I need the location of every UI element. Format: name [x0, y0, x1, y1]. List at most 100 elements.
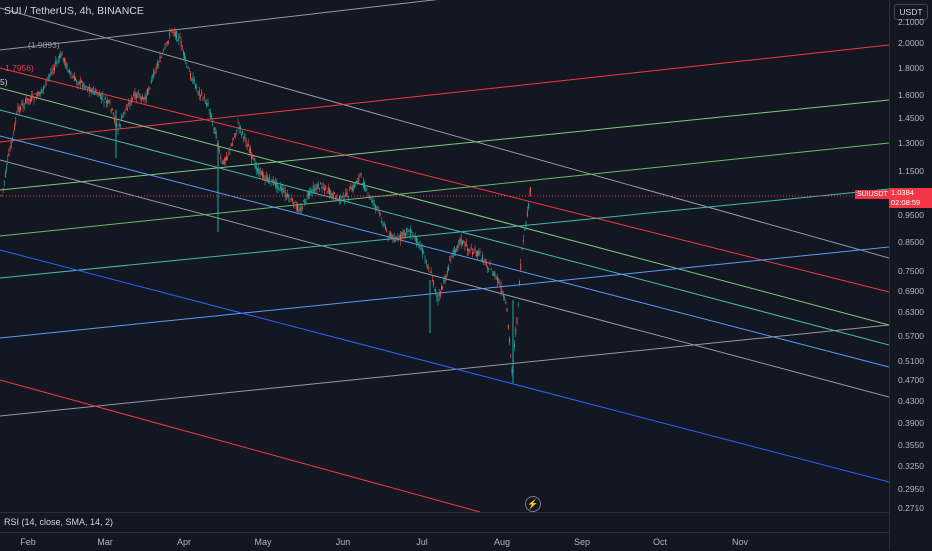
candle-body: [176, 30, 178, 39]
candle-body: [298, 210, 300, 212]
candle-body: [464, 242, 466, 247]
candle-body: [381, 220, 383, 223]
candle-body: [463, 241, 465, 244]
candle-body: [391, 235, 393, 238]
candle-body: [22, 103, 24, 108]
candle-body: [373, 203, 375, 205]
candle-body: [331, 193, 333, 199]
candle-body: [414, 236, 416, 241]
candle-body: [65, 62, 67, 67]
candle-body: [468, 248, 470, 252]
candle-body: [143, 97, 145, 100]
candle-body: [134, 91, 136, 99]
candle-body: [45, 79, 47, 86]
candle-body: [367, 193, 369, 195]
candle-body: [95, 90, 97, 93]
time-axis[interactable]: Feb Mar Apr May Jun Jul Aug Sep Oct Nov: [0, 532, 889, 551]
candle-body: [50, 72, 52, 74]
candle-body: [516, 317, 518, 324]
candle-body: [493, 272, 495, 277]
trendline: [0, 379, 481, 512]
candle-body: [12, 131, 14, 133]
candle-body: [334, 192, 335, 194]
candle-body: [443, 279, 445, 281]
candle-body: [396, 238, 398, 240]
candle-body: [385, 225, 386, 230]
candle-body: [510, 354, 512, 356]
candle-body: [186, 65, 188, 67]
candle-body: [160, 57, 162, 59]
month-label: Oct: [652, 537, 668, 547]
candle-body: [315, 187, 317, 190]
candle-body: [300, 206, 302, 212]
candle-body: [436, 293, 438, 298]
candle-body: [236, 129, 238, 132]
candle-body: [158, 64, 160, 66]
candle-body: [144, 96, 146, 101]
lightning-icon[interactable]: ⚡: [525, 496, 541, 512]
currency-unit-button[interactable]: USDT: [894, 4, 928, 20]
candle-body: [332, 192, 334, 199]
candle-body: [82, 84, 84, 88]
rsi-pane[interactable]: RSI (14, close, SMA, 14, 2): [0, 512, 889, 533]
candle-body: [430, 271, 432, 273]
candle-body: [415, 237, 417, 244]
candle-body: [111, 108, 113, 110]
candle-body: [4, 172, 6, 177]
candle-body: [366, 188, 368, 190]
candle-body: [78, 81, 80, 85]
candle-body: [28, 99, 30, 101]
candle-body: [456, 249, 458, 251]
candle-body: [125, 107, 127, 110]
candle-body: [472, 252, 473, 256]
price-tick: 1.4500: [898, 113, 924, 123]
candle-body: [370, 196, 371, 198]
candle-body: [377, 206, 379, 209]
price-axis[interactable]: USDT 2.1000 2.0000 1.8000 1.6000 1.4500 …: [889, 0, 932, 550]
candle-body: [428, 267, 430, 269]
candle-body: [83, 82, 85, 86]
candle-body: [403, 230, 405, 236]
candle-body: [268, 179, 270, 184]
candle-body: [364, 182, 366, 190]
candle-body: [211, 115, 212, 119]
candle-body: [507, 325, 509, 329]
candle-body: [330, 190, 332, 195]
candle-body: [465, 243, 467, 247]
candle-body: [6, 166, 8, 171]
candle-body: [124, 109, 126, 111]
candle-body: [51, 69, 53, 74]
candle-body: [285, 194, 287, 196]
candle-body: [361, 183, 363, 185]
candle-body: [520, 263, 522, 270]
candle-body: [448, 267, 449, 271]
candle-body: [2, 188, 4, 190]
candle-body: [206, 103, 208, 106]
current-price-badge: 1.0384 02:08:59: [889, 188, 932, 208]
candle-body: [350, 187, 352, 190]
candle-body: [342, 196, 344, 198]
candle-body: [294, 201, 296, 203]
candle-body: [195, 84, 196, 89]
candle-body: [166, 41, 168, 43]
candle-body: [490, 268, 492, 270]
price-tick: 0.8500: [898, 237, 924, 247]
candle-body: [265, 175, 267, 181]
candle-body: [498, 281, 500, 283]
candle-body: [514, 343, 515, 348]
candle-body: [305, 201, 307, 203]
candle-body: [80, 81, 82, 83]
trendline: [0, 109, 889, 346]
rsi-indicator-label[interactable]: RSI (14, close, SMA, 14, 2): [4, 517, 114, 527]
chart-area[interactable]: SUI / TetherUS, 4h, BINANCE (1.9893) 1.7…: [0, 0, 889, 512]
candle-body: [314, 189, 315, 192]
price-tick: 0.2710: [898, 503, 924, 513]
candle-body: [319, 188, 320, 190]
candle-body: [139, 93, 141, 99]
candle-body: [33, 98, 35, 101]
candle-body: [215, 132, 217, 139]
candle-body: [60, 54, 62, 59]
candle-body: [420, 248, 422, 250]
candle-body: [76, 80, 78, 83]
candle-body: [145, 94, 147, 100]
